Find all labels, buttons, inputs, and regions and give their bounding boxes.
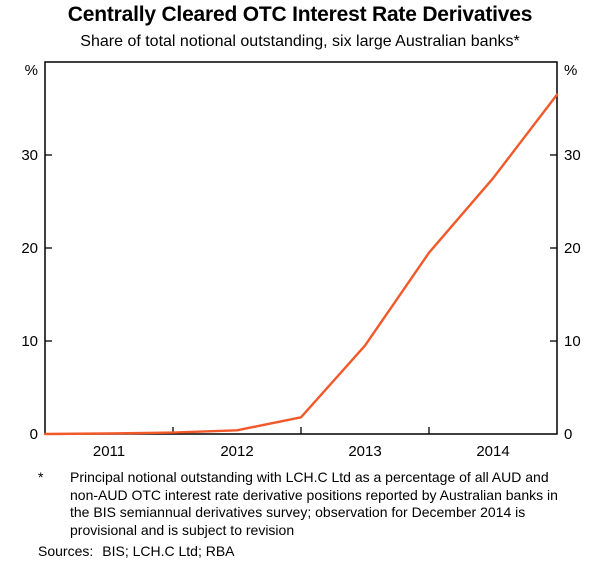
y-axis-label-right: 10 — [564, 333, 581, 350]
y-axis-label-left: 10 — [21, 333, 38, 350]
y-unit-right: % — [564, 62, 577, 79]
sources-label: Sources: — [38, 543, 94, 559]
y-axis-label-right: 30 — [564, 147, 581, 164]
y-axis-label-left: 0 — [30, 426, 38, 443]
series-line — [43, 93, 559, 436]
chart-subtitle: Share of total notional outstanding, six… — [80, 33, 520, 50]
x-axis-label: 2014 — [476, 443, 509, 460]
y-axis-label-left: 20 — [21, 240, 38, 257]
x-axis-label: 2013 — [348, 443, 381, 460]
x-axis-label: 2012 — [220, 443, 253, 460]
line-chart: 0 0 10 10 20 20 30 30% % 2011 2012 2013 2014 — [21, 61, 581, 460]
x-axis-label: 2011 — [93, 443, 125, 460]
sources-line: Sources: BIS; LCH.C Ltd; RBA — [38, 543, 235, 559]
footnote: * Principal notional outstanding with LC… — [38, 469, 558, 539]
y-unit-left: % — [25, 62, 38, 79]
chart-title: Centrally Cleared OTC Interest Rate Deri… — [67, 3, 533, 26]
y-axis-label-left: 30 — [21, 147, 38, 164]
sources-text: BIS; LCH.C Ltd; RBA — [102, 543, 235, 559]
y-axis-label-right: 0 — [564, 426, 572, 443]
plot-border — [44, 61, 558, 435]
footnote-text: Principal notional outstanding with LCH.… — [70, 469, 558, 538]
footnote-marker: * — [38, 469, 44, 485]
y-axis-label-right: 20 — [564, 240, 581, 257]
